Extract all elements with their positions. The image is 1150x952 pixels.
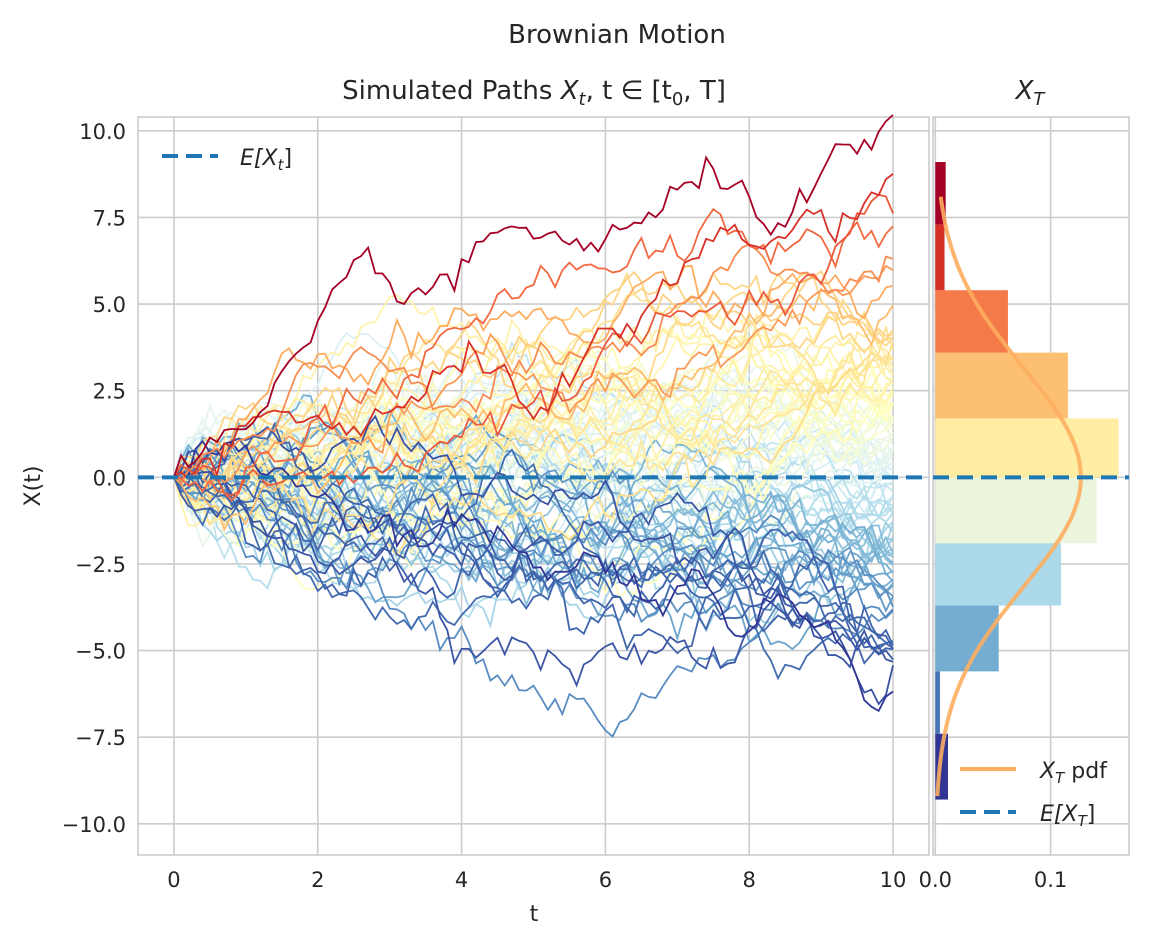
path-line (173, 469, 894, 688)
histogram-plot-area: 0.0 0.1 XT pdf E[XT] (919, 116, 1130, 892)
legend-mean-label: E[Xt] (240, 146, 292, 174)
main-y-tick-labels: 10.0 7.5 5.0 2.5 0.0 −2.5 −5.0 −7.5 −10.0 (62, 120, 126, 837)
main-x-tick-label: 6 (599, 868, 612, 892)
path-line (173, 461, 894, 582)
main-y-tick-label: −5.0 (75, 640, 126, 664)
main-y-tick-label: 5.0 (93, 293, 126, 317)
histogram-x-tick-labels: 0.0 0.1 (919, 868, 1068, 892)
path-line (173, 368, 894, 548)
hist-x-tick-label: 0.1 (1034, 868, 1067, 892)
path-line (173, 414, 894, 706)
main-x-tick-label: 8 (743, 868, 756, 892)
main-legend: E[Xt] (162, 146, 292, 174)
main-gridlines (138, 117, 929, 855)
path-line (173, 465, 894, 624)
hist-x-tick-label: 0.0 (919, 868, 952, 892)
histogram-bars (935, 162, 1119, 800)
path-line (173, 476, 894, 651)
path-line (173, 342, 894, 492)
path-line (173, 173, 894, 480)
path-line (173, 466, 894, 604)
path-line (173, 114, 894, 478)
hist-title: XT (1014, 76, 1047, 110)
path-line (173, 264, 894, 486)
histogram-legend: XT pdf E[XT] (960, 759, 1108, 830)
path-line (173, 270, 894, 503)
path-line (173, 417, 894, 551)
suptitle: Brownian Motion (508, 20, 726, 50)
main-y-tick-label: −7.5 (75, 726, 126, 750)
main-y-tick-label: −2.5 (75, 553, 126, 577)
path-line (173, 421, 894, 650)
histogram-bar (935, 290, 1008, 353)
path-line (173, 350, 894, 511)
path-line (173, 341, 894, 557)
main-x-tick-label: 10 (880, 868, 907, 892)
legend-hist-mean-label: E[XT] (1040, 802, 1095, 830)
simulated-paths (173, 114, 894, 738)
path-line (173, 439, 894, 713)
histogram-bar (935, 418, 1119, 478)
histogram-bar (935, 162, 946, 225)
x-axis-label: t (530, 902, 539, 927)
path-line (173, 421, 894, 594)
main-title: Simulated Paths Xt, t ∈ [t0, T] (342, 76, 726, 110)
path-line (173, 467, 894, 665)
main-y-tick-label: 7.5 (93, 206, 126, 230)
path-line (173, 461, 894, 568)
path-line (173, 208, 894, 502)
path-line (173, 476, 894, 738)
main-x-tick-labels: 0 2 4 6 8 10 (167, 868, 906, 892)
histogram-bar (935, 671, 940, 734)
path-line (173, 476, 894, 646)
histogram-bar (935, 543, 1061, 606)
pdf-curve (935, 196, 1083, 797)
main-x-tick-label: 4 (455, 868, 468, 892)
path-line (173, 476, 894, 661)
main-plot-area: 0 2 4 6 8 10 10.0 7.5 5.0 2.5 0.0 −2.5 −5.0 −7.5 −10.… (21, 114, 930, 927)
path-line (173, 243, 894, 482)
histogram-bar (935, 224, 945, 291)
y-axis-label: X(t) (21, 466, 46, 507)
main-y-tick-label: 0.0 (93, 466, 126, 490)
main-x-tick-label: 0 (167, 868, 180, 892)
path-line (173, 473, 894, 655)
histogram-bar (935, 605, 999, 672)
legend-pdf-label: XT pdf (1039, 759, 1108, 787)
main-x-tick-label: 2 (311, 868, 324, 892)
main-y-tick-label: −10.0 (62, 813, 126, 837)
main-y-tick-label: 2.5 (93, 380, 126, 404)
histogram-bar (935, 477, 1097, 544)
main-y-tick-label: 10.0 (79, 120, 126, 144)
histogram-bar (935, 352, 1068, 419)
path-line (173, 448, 894, 681)
path-line (173, 298, 894, 538)
